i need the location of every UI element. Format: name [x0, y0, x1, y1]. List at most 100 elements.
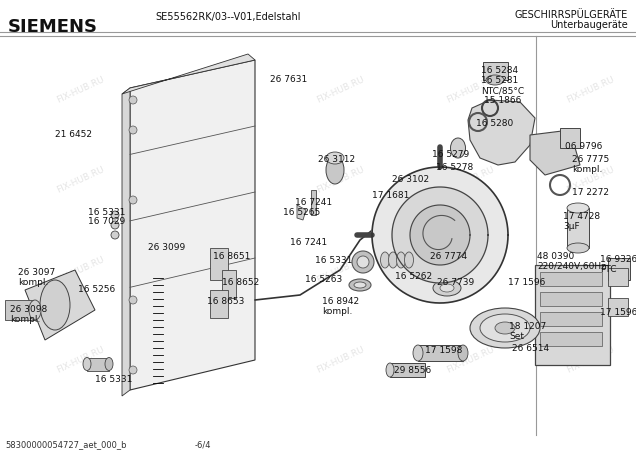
Ellipse shape — [450, 138, 466, 158]
Bar — [567, 208, 589, 248]
Text: FIX-HUB.RU: FIX-HUB.RU — [55, 255, 106, 285]
Polygon shape — [392, 187, 488, 283]
Text: 26 7739: 26 7739 — [437, 278, 474, 287]
Text: 26 3099: 26 3099 — [148, 243, 185, 252]
Text: 16 5265: 16 5265 — [283, 208, 321, 217]
Bar — [540, 292, 602, 306]
Bar — [608, 258, 630, 280]
Text: 16 8651: 16 8651 — [213, 252, 251, 261]
Text: kompl.: kompl. — [322, 307, 352, 316]
Text: 26 3112: 26 3112 — [318, 155, 355, 164]
Text: FIX-HUB.RU: FIX-HUB.RU — [55, 75, 106, 105]
Ellipse shape — [386, 363, 394, 377]
Text: SE55562RK/03--V01,Edelstahl: SE55562RK/03--V01,Edelstahl — [155, 12, 300, 22]
Text: GESCHIRRSPÜLGERÄTE: GESCHIRRSPÜLGERÄTE — [515, 10, 628, 20]
Text: 16 8942: 16 8942 — [322, 297, 359, 306]
Circle shape — [129, 96, 137, 104]
Text: FIX-HUB.RU: FIX-HUB.RU — [445, 165, 495, 195]
Bar — [390, 363, 425, 377]
Polygon shape — [130, 60, 255, 390]
Circle shape — [129, 366, 137, 374]
Bar — [5, 300, 35, 320]
Bar — [560, 128, 580, 148]
Bar — [311, 190, 316, 215]
Ellipse shape — [29, 300, 41, 320]
Ellipse shape — [380, 252, 389, 268]
Bar — [540, 332, 602, 346]
Ellipse shape — [389, 252, 398, 268]
Text: 3μF: 3μF — [563, 222, 579, 231]
Text: 17 4728: 17 4728 — [563, 212, 600, 221]
Bar — [535, 265, 610, 365]
Ellipse shape — [326, 152, 344, 164]
Bar — [483, 62, 508, 80]
Polygon shape — [530, 130, 580, 175]
Bar — [608, 298, 628, 316]
Text: 06 9796: 06 9796 — [565, 142, 602, 151]
Text: 16 5284: 16 5284 — [481, 66, 518, 75]
Text: 16 5263: 16 5263 — [305, 275, 342, 284]
Circle shape — [111, 221, 119, 229]
Ellipse shape — [567, 203, 589, 213]
Circle shape — [129, 196, 137, 204]
Text: FIX-HUB.RU: FIX-HUB.RU — [565, 255, 615, 285]
Text: 15 1866: 15 1866 — [484, 96, 522, 105]
Text: 16 8653: 16 8653 — [207, 297, 244, 306]
Ellipse shape — [567, 243, 589, 253]
Ellipse shape — [495, 322, 515, 334]
Circle shape — [129, 296, 137, 304]
Ellipse shape — [354, 282, 366, 288]
Text: FIX-HUB.RU: FIX-HUB.RU — [175, 165, 225, 195]
Bar — [418, 345, 463, 361]
Polygon shape — [410, 205, 470, 265]
Ellipse shape — [396, 252, 406, 268]
Text: 17 1596: 17 1596 — [508, 278, 546, 287]
Text: PTC: PTC — [600, 265, 616, 274]
Bar — [608, 268, 628, 286]
Ellipse shape — [40, 280, 70, 330]
Ellipse shape — [83, 357, 91, 370]
Text: 58300000054727_aet_000_b: 58300000054727_aet_000_b — [5, 440, 127, 449]
Text: 220/240V,60Hz: 220/240V,60Hz — [537, 262, 606, 271]
Text: SIEMENS: SIEMENS — [8, 18, 98, 36]
Ellipse shape — [486, 75, 504, 85]
Bar — [210, 290, 228, 318]
Text: FIX-HUB.RU: FIX-HUB.RU — [315, 255, 365, 285]
Text: NTC/85°C: NTC/85°C — [481, 86, 524, 95]
Text: kompl.: kompl. — [572, 165, 602, 174]
Bar — [222, 270, 236, 298]
Text: FIX-HUB.RU: FIX-HUB.RU — [565, 345, 615, 375]
Circle shape — [129, 126, 137, 134]
Text: 16 5281: 16 5281 — [481, 76, 518, 85]
Bar — [210, 248, 228, 280]
Polygon shape — [297, 205, 306, 220]
Text: 26 7631: 26 7631 — [270, 75, 307, 84]
Text: 26 3102: 26 3102 — [392, 175, 429, 184]
Text: 29 8556: 29 8556 — [394, 366, 431, 375]
Polygon shape — [25, 270, 95, 340]
Ellipse shape — [357, 256, 369, 268]
Text: Unterbaugeräte: Unterbaugeräte — [550, 20, 628, 30]
Text: 16 7241: 16 7241 — [290, 238, 327, 247]
Text: 16 5331: 16 5331 — [95, 375, 132, 384]
Text: FIX-HUB.RU: FIX-HUB.RU — [55, 165, 106, 195]
Text: FIX-HUB.RU: FIX-HUB.RU — [445, 345, 495, 375]
Circle shape — [111, 211, 119, 219]
Ellipse shape — [458, 345, 468, 361]
Text: 26 3097: 26 3097 — [18, 268, 55, 277]
Text: 16 5279: 16 5279 — [432, 150, 469, 159]
Text: 17 1681: 17 1681 — [372, 191, 410, 200]
Bar — [540, 272, 602, 286]
Text: 21 6452: 21 6452 — [55, 130, 92, 139]
Ellipse shape — [352, 251, 374, 273]
Polygon shape — [122, 54, 255, 94]
Text: FIX-HUB.RU: FIX-HUB.RU — [565, 75, 615, 105]
Text: FIX-HUB.RU: FIX-HUB.RU — [175, 255, 225, 285]
Ellipse shape — [433, 280, 461, 296]
Text: kompl.: kompl. — [10, 315, 40, 324]
Ellipse shape — [480, 314, 530, 342]
Ellipse shape — [105, 357, 113, 370]
Text: FIX-HUB.RU: FIX-HUB.RU — [315, 75, 365, 105]
Bar — [540, 312, 602, 326]
Text: -6/4: -6/4 — [195, 440, 212, 449]
